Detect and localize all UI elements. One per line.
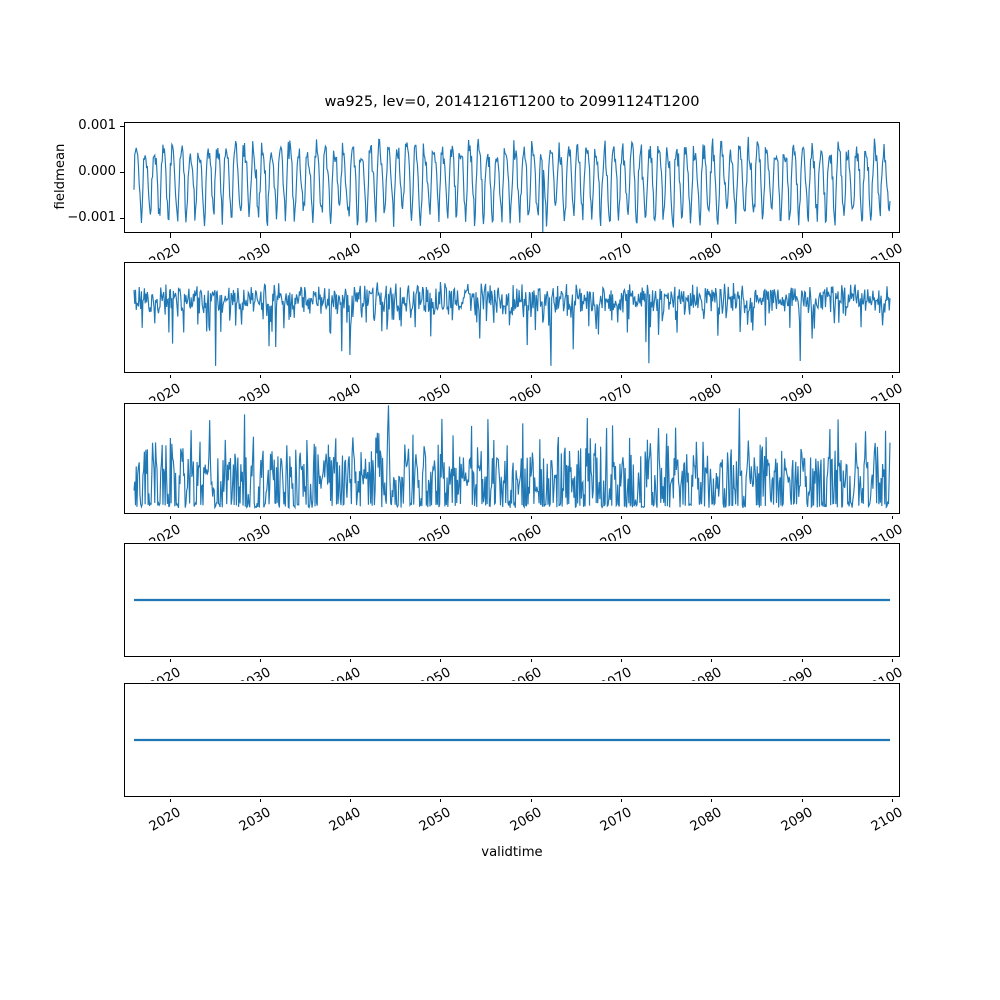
x-tick-mark: [259, 233, 261, 238]
x-tick-label: 2050: [417, 805, 454, 835]
x-tick-mark: [169, 514, 171, 519]
x-tick-mark: [350, 797, 352, 802]
x-tick-mark: [530, 797, 532, 802]
x-tick-mark: [711, 514, 713, 519]
x-tick-mark: [711, 233, 713, 238]
x-tick-label: 2060: [507, 805, 545, 835]
x-tick-mark: [440, 657, 442, 662]
x-tick-mark: [891, 233, 893, 238]
x-tick-mark: [259, 373, 261, 378]
x-tick-mark: [169, 233, 171, 238]
x-tick-mark: [891, 797, 893, 802]
x-tick-mark: [169, 657, 171, 662]
x-axis-label: validtime: [481, 845, 543, 860]
y-tick-label: 0.001: [78, 117, 116, 133]
x-tick-mark: [621, 657, 623, 662]
x-tick-mark: [801, 797, 803, 802]
panel-fieldmin: [124, 262, 900, 373]
y-tick-label: −0.001: [67, 209, 116, 225]
x-tick-label: 2080: [688, 805, 725, 835]
x-tick-mark: [621, 514, 623, 519]
nummasked-plot-line: [125, 544, 899, 656]
x-tick-mark: [711, 797, 713, 802]
x-tick-mark: [891, 514, 893, 519]
x-tick-label: 2090: [778, 805, 816, 835]
x-tick-label: 2070: [597, 805, 635, 835]
x-tick-mark: [440, 233, 442, 238]
x-tick-mark: [259, 514, 261, 519]
fieldmin-plot-line: [125, 263, 899, 372]
x-tick-mark: [259, 797, 261, 802]
x-tick-mark: [801, 514, 803, 519]
x-tick-mark: [711, 657, 713, 662]
x-tick-label: 2030: [236, 805, 274, 835]
numnan-plot-line: [125, 684, 899, 796]
panel-numnan: [124, 683, 900, 797]
fieldmax-plot-line: [125, 404, 899, 513]
x-tick-mark: [801, 233, 803, 238]
panel-nummasked: [124, 543, 900, 657]
x-tick-mark: [711, 373, 713, 378]
panel-fieldmean: [124, 122, 900, 233]
page-title: wa925, lev=0, 20141216T1200 to 20991124T…: [324, 93, 700, 110]
x-tick-mark: [621, 373, 623, 378]
x-tick-mark: [350, 373, 352, 378]
x-tick-mark: [440, 797, 442, 802]
x-tick-mark: [440, 373, 442, 378]
x-tick-mark: [530, 233, 532, 238]
x-tick-mark: [530, 514, 532, 519]
x-tick-label: 2100: [868, 805, 906, 835]
x-tick-mark: [801, 657, 803, 662]
x-tick-mark: [350, 514, 352, 519]
y-tick-label: 0.000: [78, 163, 116, 179]
x-tick-mark: [350, 657, 352, 662]
y-tick-mark: [120, 217, 125, 219]
x-tick-mark: [801, 373, 803, 378]
x-tick-mark: [621, 797, 623, 802]
x-tick-mark: [891, 373, 893, 378]
x-tick-label: 2040: [327, 805, 364, 835]
x-tick-mark: [350, 233, 352, 238]
panel-fieldmax: [124, 403, 900, 514]
x-tick-mark: [530, 657, 532, 662]
x-tick-mark: [440, 514, 442, 519]
y-tick-mark: [120, 125, 125, 127]
x-tick-mark: [621, 233, 623, 238]
x-tick-mark: [891, 657, 893, 662]
x-tick-mark: [169, 373, 171, 378]
x-tick-mark: [259, 657, 261, 662]
x-tick-mark: [169, 797, 171, 802]
x-tick-mark: [530, 373, 532, 378]
y-tick-mark: [120, 171, 125, 173]
fieldmean-plot-line: [125, 123, 899, 232]
x-tick-label: 2020: [146, 805, 183, 835]
